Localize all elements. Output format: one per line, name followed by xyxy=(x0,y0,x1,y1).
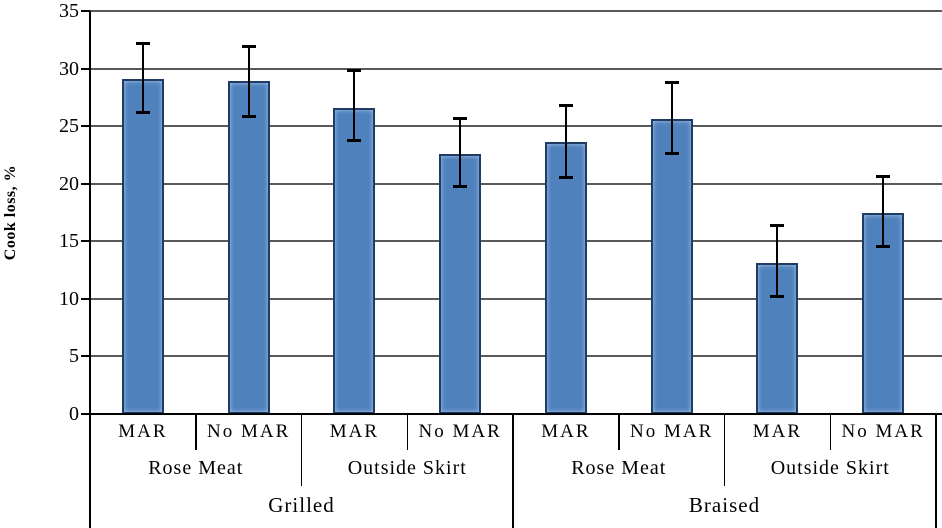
x-label-treatment: No MAR xyxy=(629,421,714,442)
x-label-treatment: MAR xyxy=(752,421,803,442)
error-bar xyxy=(670,82,673,154)
x-label-treatment: MAR xyxy=(118,421,168,442)
error-bar-cap-bottom xyxy=(453,185,468,189)
error-bar-cap-bottom xyxy=(770,294,785,298)
error-bar-cap-top xyxy=(770,224,785,228)
error-bar-cap-top xyxy=(453,117,468,121)
error-bar-cap-top xyxy=(876,174,891,178)
x-label-cooking-method: Braised xyxy=(688,493,761,517)
error-bar-cap-bottom xyxy=(241,114,256,118)
gridline xyxy=(90,355,942,358)
error-bar-cap-top xyxy=(241,44,256,48)
y-axis-tick xyxy=(81,10,90,12)
y-axis-tick-label: 35 xyxy=(59,0,79,22)
error-bar-cap-bottom xyxy=(558,175,573,179)
error-bar xyxy=(564,105,567,178)
x-axis-separator xyxy=(618,414,620,450)
y-axis-line xyxy=(89,11,91,414)
y-axis-tick-label: 20 xyxy=(59,172,79,195)
x-axis-line xyxy=(89,413,942,415)
gridline xyxy=(90,67,942,70)
y-axis-tick xyxy=(81,182,90,185)
error-bar xyxy=(141,43,144,114)
error-bar-cap-top xyxy=(558,104,573,108)
x-label-cooking-method: Grilled xyxy=(268,493,335,517)
x-label-cut: Rose Meat xyxy=(571,457,667,479)
bar xyxy=(650,119,693,414)
x-axis-separator xyxy=(195,414,197,450)
error-bar-cap-bottom xyxy=(664,151,679,155)
bar xyxy=(439,153,482,414)
x-label-cut: Rose Meat xyxy=(148,457,244,479)
y-axis-tick xyxy=(81,240,90,243)
y-axis-tick xyxy=(81,125,90,128)
y-axis-tick-label: 15 xyxy=(59,230,79,253)
error-bar-cap-top xyxy=(347,68,362,72)
bar xyxy=(544,142,587,414)
error-bar-cap-bottom xyxy=(347,139,362,143)
error-bar xyxy=(776,225,779,297)
x-label-treatment: MAR xyxy=(329,421,380,442)
bar xyxy=(333,107,376,414)
x-label-treatment: MAR xyxy=(541,421,591,442)
error-bar xyxy=(247,45,250,117)
x-axis-separator xyxy=(935,414,937,528)
x-axis-separator xyxy=(89,414,91,528)
x-label-cut: Outside Skirt xyxy=(770,457,890,479)
gridline xyxy=(90,297,942,300)
gridline xyxy=(90,240,942,243)
y-axis-tick-label: 10 xyxy=(59,287,79,310)
error-bar xyxy=(882,175,885,248)
y-axis-tick-label: 25 xyxy=(59,115,79,138)
x-axis-separator xyxy=(723,414,726,486)
error-bar-cap-bottom xyxy=(135,111,150,115)
y-axis-tick-label: 0 xyxy=(69,403,79,425)
bar xyxy=(121,78,164,414)
y-axis-tick-label: 30 xyxy=(59,57,79,80)
y-axis-tick xyxy=(81,67,90,70)
gridline xyxy=(90,10,942,12)
y-axis-tick-label: 5 xyxy=(69,345,79,368)
y-axis-tick xyxy=(81,355,90,358)
error-bar xyxy=(459,118,462,188)
x-axis-separator xyxy=(512,414,514,528)
gridline xyxy=(90,182,942,185)
error-bar-cap-top xyxy=(664,81,679,85)
x-label-treatment: No MAR xyxy=(841,421,925,442)
gridline xyxy=(90,125,942,128)
y-axis-tick xyxy=(81,297,90,300)
error-bar xyxy=(353,69,356,142)
x-axis-separator xyxy=(406,414,408,450)
x-label-treatment: No MAR xyxy=(206,421,291,442)
x-axis-separator xyxy=(300,414,303,486)
error-bar-cap-bottom xyxy=(876,245,891,249)
bar xyxy=(227,81,270,414)
error-bar-cap-top xyxy=(135,42,150,46)
x-axis-separator xyxy=(829,414,831,450)
x-label-cut: Outside Skirt xyxy=(347,457,467,479)
y-axis-tick xyxy=(81,413,90,415)
x-label-treatment: No MAR xyxy=(418,421,502,442)
